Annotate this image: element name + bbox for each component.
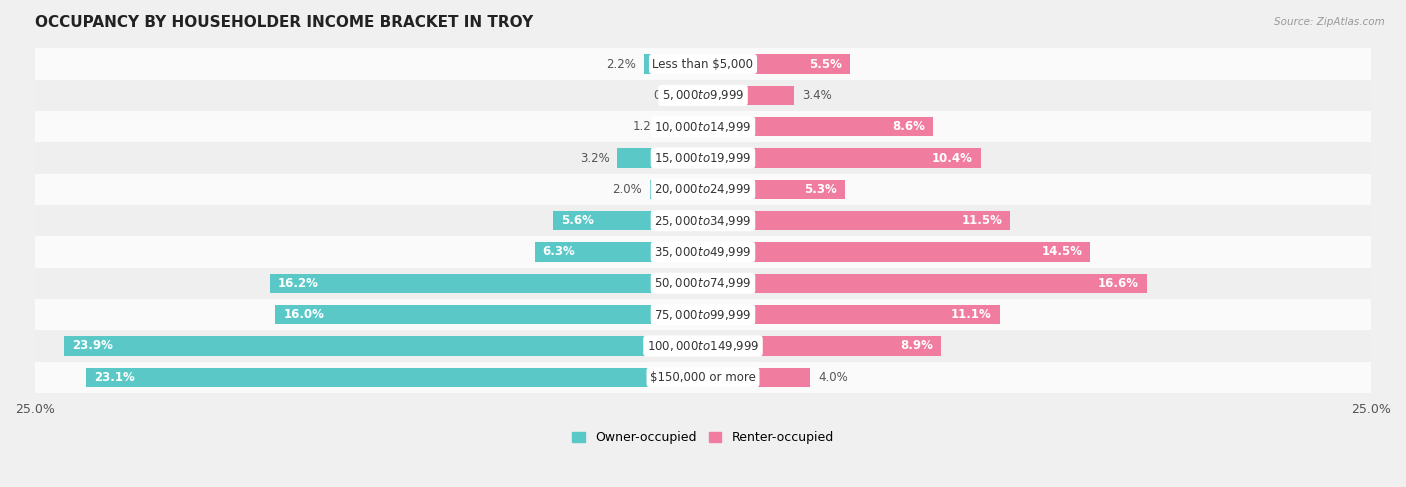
Text: $10,000 to $14,999: $10,000 to $14,999 [654, 120, 752, 133]
Text: 16.0%: 16.0% [284, 308, 325, 321]
Bar [270, 274, 703, 293]
Text: $35,000 to $49,999: $35,000 to $49,999 [654, 245, 752, 259]
Bar [703, 55, 851, 74]
Text: 10.4%: 10.4% [932, 151, 973, 165]
Text: 16.2%: 16.2% [278, 277, 319, 290]
Text: 3.4%: 3.4% [801, 89, 831, 102]
Bar [35, 362, 1371, 393]
Text: 11.5%: 11.5% [962, 214, 1002, 227]
Text: Source: ZipAtlas.com: Source: ZipAtlas.com [1274, 17, 1385, 27]
Bar [86, 368, 703, 387]
Bar [703, 117, 932, 136]
Text: 5.5%: 5.5% [808, 57, 842, 71]
Bar [35, 299, 1371, 330]
Bar [534, 242, 703, 262]
Text: $5,000 to $9,999: $5,000 to $9,999 [662, 88, 744, 102]
Text: 3.2%: 3.2% [579, 151, 609, 165]
Text: 8.9%: 8.9% [900, 339, 932, 353]
Text: $15,000 to $19,999: $15,000 to $19,999 [654, 151, 752, 165]
Bar [703, 86, 794, 105]
Bar [35, 205, 1371, 236]
Text: $75,000 to $99,999: $75,000 to $99,999 [654, 308, 752, 321]
Bar [703, 149, 981, 168]
Text: 16.6%: 16.6% [1098, 277, 1139, 290]
Text: 5.3%: 5.3% [804, 183, 837, 196]
Text: 2.0%: 2.0% [612, 183, 641, 196]
Text: 8.6%: 8.6% [891, 120, 925, 133]
Bar [644, 55, 703, 74]
Bar [35, 142, 1371, 174]
Text: 5.6%: 5.6% [561, 214, 595, 227]
Text: $50,000 to $74,999: $50,000 to $74,999 [654, 276, 752, 290]
Text: 11.1%: 11.1% [950, 308, 991, 321]
Bar [35, 111, 1371, 142]
Text: 6.3%: 6.3% [543, 245, 575, 259]
Bar [703, 305, 1000, 324]
Text: $20,000 to $24,999: $20,000 to $24,999 [654, 182, 752, 196]
Bar [65, 336, 703, 356]
Text: 14.5%: 14.5% [1042, 245, 1083, 259]
Bar [650, 180, 703, 199]
Bar [703, 274, 1147, 293]
Bar [35, 174, 1371, 205]
Bar [35, 236, 1371, 268]
Bar [35, 48, 1371, 80]
Bar [276, 305, 703, 324]
Text: $100,000 to $149,999: $100,000 to $149,999 [647, 339, 759, 353]
Text: OCCUPANCY BY HOUSEHOLDER INCOME BRACKET IN TROY: OCCUPANCY BY HOUSEHOLDER INCOME BRACKET … [35, 15, 533, 30]
Bar [703, 180, 845, 199]
Text: 1.2%: 1.2% [633, 120, 662, 133]
Bar [35, 268, 1371, 299]
Text: $25,000 to $34,999: $25,000 to $34,999 [654, 214, 752, 227]
Text: 23.9%: 23.9% [72, 339, 114, 353]
Bar [35, 80, 1371, 111]
Bar [703, 242, 1091, 262]
Bar [703, 336, 941, 356]
Text: 23.1%: 23.1% [94, 371, 135, 384]
Bar [554, 211, 703, 230]
Bar [671, 117, 703, 136]
Bar [703, 211, 1011, 230]
Text: Less than $5,000: Less than $5,000 [652, 57, 754, 71]
Text: 4.0%: 4.0% [818, 371, 848, 384]
Bar [617, 149, 703, 168]
Bar [703, 368, 810, 387]
Text: $150,000 or more: $150,000 or more [650, 371, 756, 384]
Bar [35, 330, 1371, 362]
Text: 2.2%: 2.2% [606, 57, 636, 71]
Text: 0.16%: 0.16% [654, 89, 690, 102]
Bar [699, 86, 703, 105]
Legend: Owner-occupied, Renter-occupied: Owner-occupied, Renter-occupied [572, 431, 834, 445]
